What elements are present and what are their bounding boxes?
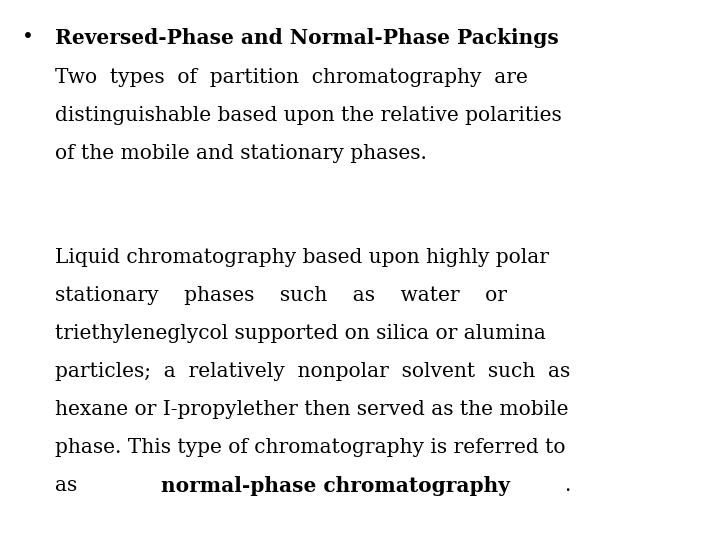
Text: Reversed-Phase and Normal-Phase Packings: Reversed-Phase and Normal-Phase Packings: [55, 28, 559, 48]
Text: Two  types  of  partition  chromatography  are: Two types of partition chromatography ar…: [55, 68, 528, 87]
Text: distinguishable based upon the relative polarities: distinguishable based upon the relative …: [55, 106, 562, 125]
Text: triethyleneglycol supported on silica or alumina: triethyleneglycol supported on silica or…: [55, 324, 546, 343]
Text: phase. This type of chromatography is referred to: phase. This type of chromatography is re…: [55, 438, 565, 457]
Text: as: as: [55, 476, 84, 495]
Text: hexane or I-propylether then served as the mobile: hexane or I-propylether then served as t…: [55, 400, 569, 419]
Text: of the mobile and stationary phases.: of the mobile and stationary phases.: [55, 144, 427, 163]
Text: stationary    phases    such    as    water    or: stationary phases such as water or: [55, 286, 507, 305]
Text: •: •: [22, 28, 34, 47]
Text: Liquid chromatography based upon highly polar: Liquid chromatography based upon highly …: [55, 248, 549, 267]
Text: .: .: [564, 476, 570, 495]
Text: particles;  a  relatively  nonpolar  solvent  such  as: particles; a relatively nonpolar solvent…: [55, 362, 570, 381]
Text: normal-phase chromatography: normal-phase chromatography: [161, 476, 510, 496]
